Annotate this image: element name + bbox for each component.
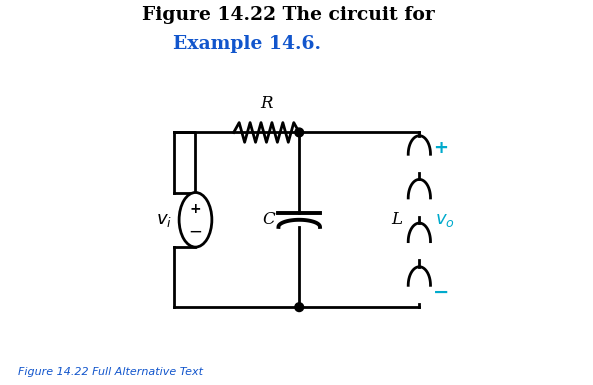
Ellipse shape [179,192,212,247]
Text: $v_i$: $v_i$ [156,211,172,229]
Text: Example 14.6.: Example 14.6. [173,35,321,53]
Text: C: C [262,211,275,228]
Circle shape [295,128,304,137]
Text: −: − [433,282,449,301]
Text: +: + [190,202,201,216]
Text: +: + [433,139,448,157]
Text: −: − [189,223,202,241]
Text: $v_o$: $v_o$ [435,211,454,229]
Circle shape [295,303,304,311]
Text: Figure 14.22 The circuit for: Figure 14.22 The circuit for [142,6,435,24]
Text: L: L [391,211,402,228]
Text: Figure 14.22 Full Alternative Text: Figure 14.22 Full Alternative Text [18,367,203,377]
Text: R: R [260,95,273,112]
